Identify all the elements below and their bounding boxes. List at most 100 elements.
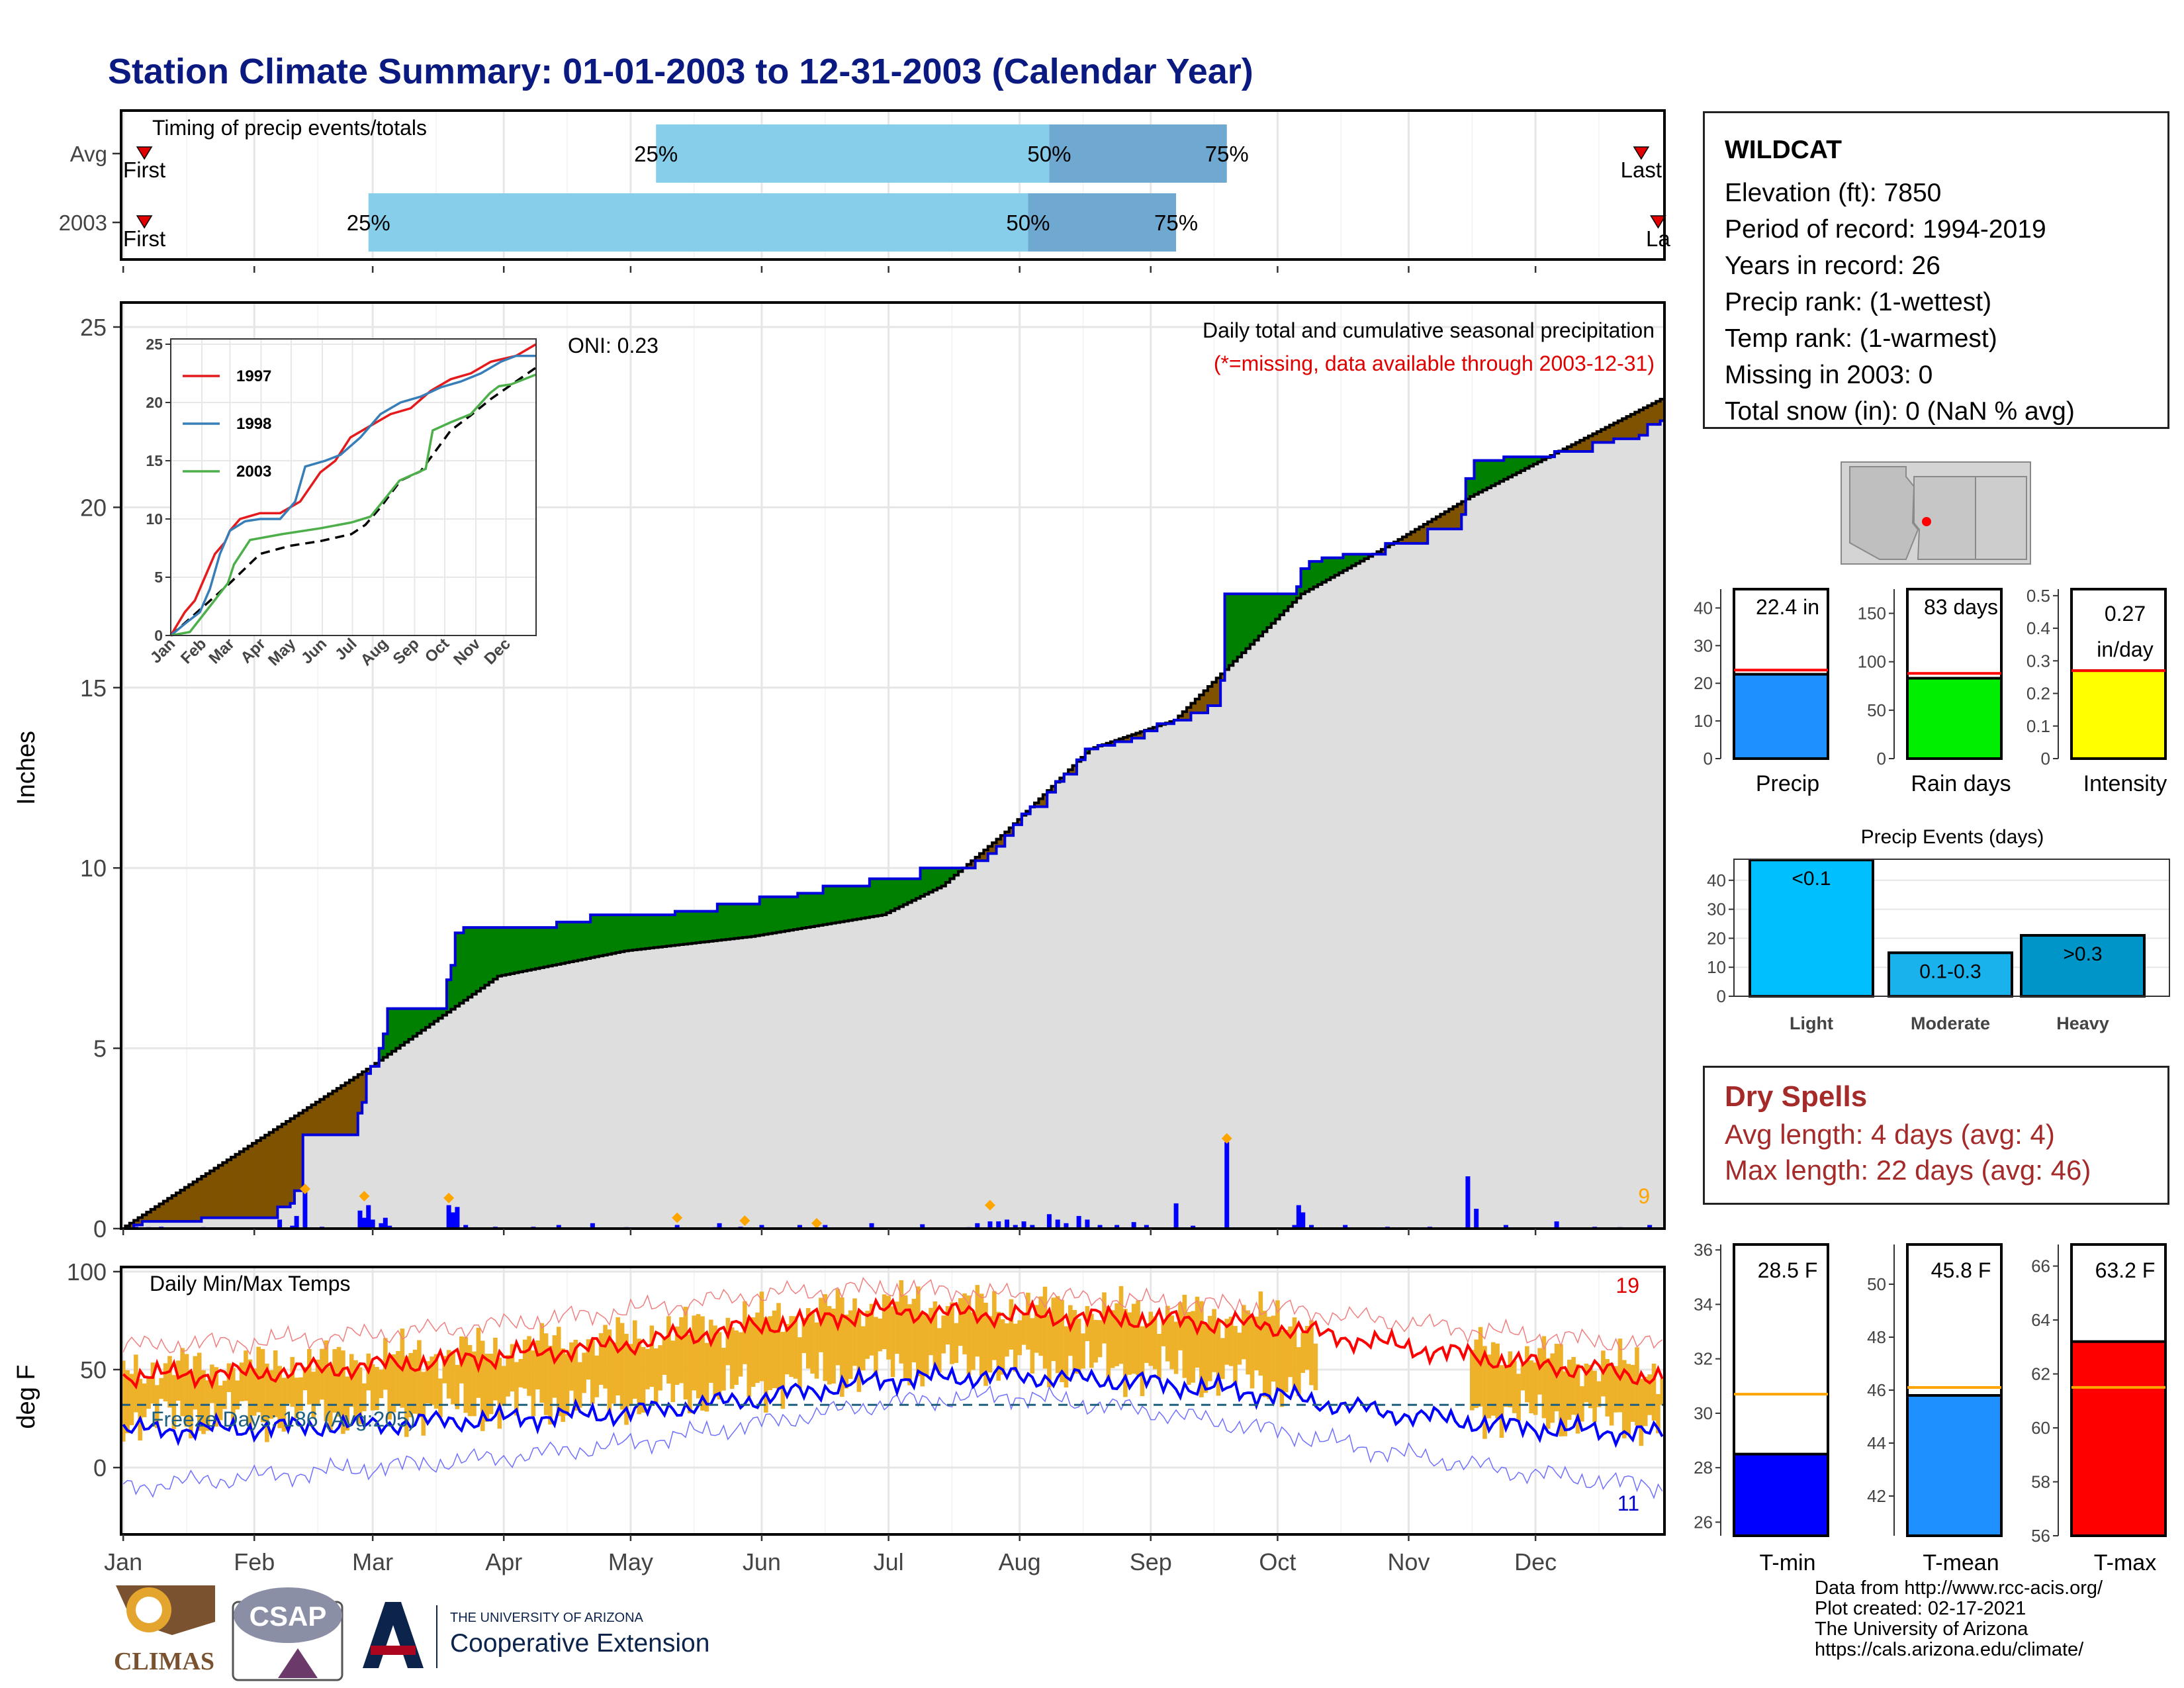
daily-precip-bar [455,1207,460,1229]
daily-temp-bar [831,1308,836,1384]
daily-temp-bar [1042,1286,1048,1369]
bar-y-tick-label: 50 [1867,700,1886,720]
surplus-fill [696,911,701,943]
daily-temp-bar [120,1360,126,1442]
daily-precip-bar [590,1223,595,1229]
surplus-fill [557,921,562,964]
surplus-fill [874,878,879,917]
surplus-fill [1478,460,1483,492]
temp-y-axis-label: deg F [13,1364,40,1429]
surplus-fill [387,1008,392,1055]
daily-precip-bar [1144,1225,1149,1229]
surplus-fill [1465,478,1471,499]
deficit-fill [1428,522,1433,530]
daily-temp-bar [527,1336,531,1396]
daily-precip-bar [1064,1223,1069,1229]
surplus-fill [1508,457,1513,477]
inset-y-tick-label: 5 [154,569,163,586]
deficit-fill [1152,727,1158,731]
deficit-fill [1614,422,1619,439]
csap-logo-mountain [278,1648,318,1678]
events-y-tick-label: 10 [1707,957,1726,977]
daily-temp-bar [797,1337,802,1389]
deficit-fill [155,1206,160,1222]
surplus-fill [797,893,803,929]
surplus-fill [603,915,608,955]
daily-temp-bar [886,1295,891,1360]
daily-temp-bar [987,1316,993,1373]
daily-precip-bar [1046,1214,1052,1229]
daily-temp-bar [624,1333,629,1425]
surplus-fill [1330,557,1336,578]
daily-temp-bar [569,1342,574,1391]
y-tick-label: 5 [93,1035,107,1062]
surplus-fill [840,886,845,922]
daily-temp-bar [175,1360,181,1401]
inset-legend-label: 2003 [236,463,271,481]
surplus-fill [446,980,451,1013]
events-category-label: Light [1790,1013,1833,1033]
deficit-fill [1017,819,1023,825]
daily-precip-bar [717,1223,722,1229]
daily-temp-bar [1486,1354,1492,1419]
surplus-fill [869,878,874,917]
deficit-fill [1656,401,1661,425]
deficit-fill [294,1115,299,1191]
daily-temp-bar [1541,1336,1547,1419]
inset-avg-line [169,366,537,637]
bar-y-tick-label: 0.2 [2026,684,2050,704]
surplus-fill [945,868,950,882]
daily-precip-bar [379,1223,384,1229]
surplus-fill [1300,569,1306,594]
events-bar-label: <0.1 [1792,868,1831,890]
daily-precip-bar [294,1215,299,1229]
surplus-fill [683,911,688,945]
surplus-fill [709,911,714,941]
daily-temp-bar [1563,1371,1568,1436]
daily-temp-bar [814,1322,819,1379]
daily-temp-bar [286,1376,291,1404]
daily-temp-bar [1110,1310,1115,1368]
surplus-fill [1237,594,1242,657]
y-tick-label: 10 [80,855,107,882]
daily-temp-bar [612,1342,616,1404]
surplus-fill [861,886,866,919]
daily-temp-bar [1013,1323,1018,1372]
daily-temp-bar [929,1307,933,1356]
station-location-marker [1922,517,1931,526]
deficit-fill [197,1179,202,1222]
daily-temp-bar [1525,1346,1529,1403]
daily-temp-bar [950,1302,954,1364]
daily-temp-bar [594,1355,600,1397]
daily-temp-bar [700,1316,705,1411]
bar-value [1733,673,1829,761]
surplus-fill [1297,586,1302,598]
surplus-fill [522,927,527,972]
surplus-fill [391,1008,396,1052]
daily-precip-bar [1296,1205,1301,1229]
surplus-fill [645,915,651,949]
daily-temp-bar [430,1356,434,1405]
daily-temp-bar [920,1313,925,1387]
surplus-fill [408,1008,414,1039]
daily-temp-bar [408,1352,413,1418]
daily-temp-bar [201,1370,206,1434]
daily-temp-bar [780,1332,786,1409]
daily-temp-bar [713,1325,717,1397]
surplus-fill [907,878,913,903]
surplus-fill [916,878,921,899]
daily-temp-bar [349,1354,354,1407]
daily-temp-bar [552,1335,557,1398]
daily-temp-bar [1283,1329,1289,1393]
daily-precip-bar [1085,1219,1090,1229]
daily-temp-bar [1300,1333,1306,1373]
deficit-fill [1068,769,1073,774]
deficit-fill [1381,549,1386,555]
bar-y-tick-label: 36 [1694,1240,1713,1260]
events-category-label: Moderate [1911,1013,1990,1033]
daily-precip-bar [987,1221,993,1229]
daily-temp-bar [1588,1364,1593,1409]
surplus-fill [1275,594,1281,620]
surplus-fill [704,911,709,942]
surplus-fill [1351,554,1357,566]
